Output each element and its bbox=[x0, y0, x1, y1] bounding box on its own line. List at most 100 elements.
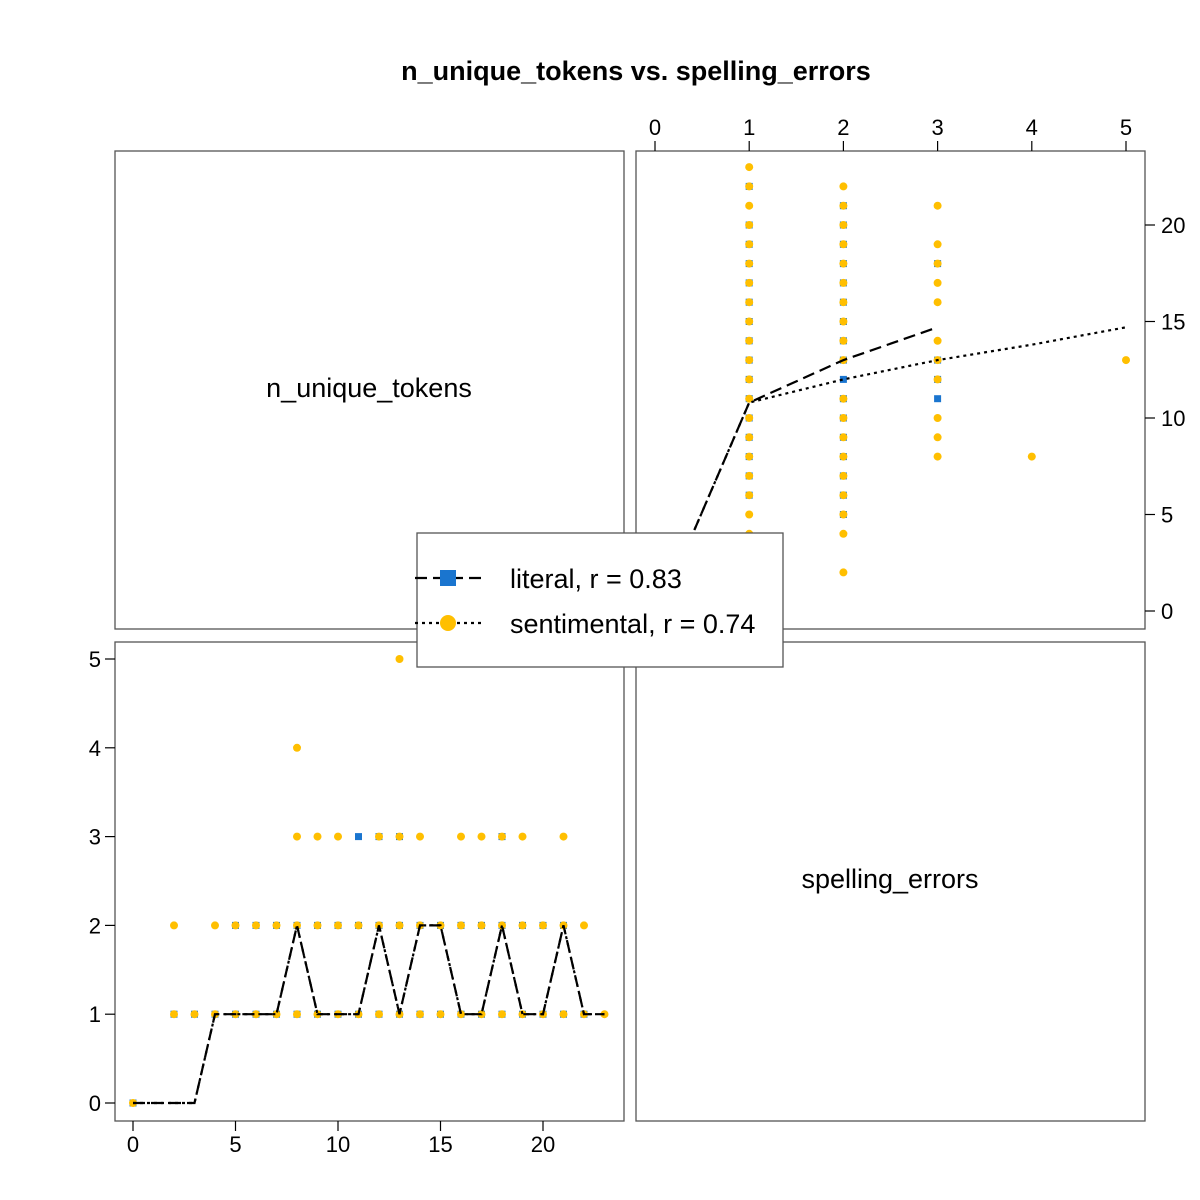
top-right-point-sentimental bbox=[933, 240, 942, 249]
bottom-left-point-sentimental bbox=[518, 921, 527, 930]
top-right-point-sentimental bbox=[839, 452, 848, 461]
top-right-point-sentimental bbox=[933, 278, 942, 287]
top-right-point-sentimental bbox=[745, 375, 754, 384]
top-right-point-sentimental bbox=[745, 356, 754, 365]
bottom-left-point-sentimental bbox=[170, 921, 178, 930]
bottom-left-point-literal bbox=[355, 833, 362, 841]
top-right-x-tick-label: 4 bbox=[1026, 115, 1038, 140]
top-right-point-sentimental bbox=[839, 414, 848, 422]
top-right-point-sentimental bbox=[839, 259, 848, 268]
bottom-left-y-tick-label: 4 bbox=[89, 736, 101, 761]
bottom-left-point-sentimental bbox=[334, 832, 342, 841]
top-right-point-sentimental bbox=[839, 568, 848, 577]
top-right-point-sentimental bbox=[839, 298, 848, 307]
top-right-point-sentimental bbox=[839, 491, 848, 500]
top-right-point-sentimental bbox=[933, 452, 942, 461]
top-right-x-tick-label: 2 bbox=[837, 115, 849, 140]
top-right-point-sentimental bbox=[933, 201, 942, 210]
bottom-left-point-sentimental bbox=[293, 1010, 301, 1019]
panel-frame-top-left bbox=[114, 150, 625, 630]
top-right-x-tick-label: 3 bbox=[931, 115, 943, 140]
bottom-left-point-sentimental bbox=[498, 921, 506, 930]
top-right-point-sentimental bbox=[745, 510, 754, 519]
top-right-point-sentimental bbox=[839, 471, 848, 480]
top-right-point-sentimental bbox=[839, 182, 848, 191]
panel-top-left: n_unique_tokens bbox=[114, 150, 625, 630]
bottom-left-point-sentimental bbox=[559, 832, 568, 841]
bottom-left-y-tick-label: 0 bbox=[89, 1091, 101, 1116]
top-right-point-sentimental bbox=[745, 201, 754, 210]
bottom-left-point-sentimental bbox=[395, 655, 404, 663]
panel-frame-top-right bbox=[635, 150, 1146, 630]
bottom-left-point-sentimental bbox=[457, 921, 465, 930]
bottom-left-point-sentimental bbox=[272, 921, 281, 930]
legend: literal, r = 0.83 sentimental, r = 0.74 bbox=[415, 532, 784, 668]
bottom-left-point-sentimental bbox=[580, 921, 588, 930]
bottom-left-point-sentimental bbox=[395, 921, 404, 930]
legend-label-literal: literal, r = 0.83 bbox=[510, 564, 682, 594]
top-right-point-sentimental bbox=[839, 510, 848, 519]
bottom-left-trend-sentimental bbox=[133, 924, 605, 1105]
top-right-point-sentimental bbox=[839, 201, 848, 210]
top-right-point-literal bbox=[839, 375, 847, 383]
bottom-left-point-sentimental bbox=[539, 921, 547, 930]
bottom-left-x-tick-label: 20 bbox=[531, 1132, 555, 1157]
bottom-left-point-sentimental bbox=[293, 832, 301, 841]
top-right-point-sentimental bbox=[745, 278, 754, 287]
panel-frame-bottom-right bbox=[635, 641, 1146, 1122]
top-right-x-tick-label: 5 bbox=[1120, 115, 1132, 140]
bottom-left-point-sentimental bbox=[498, 1010, 506, 1019]
bottom-left-point-sentimental bbox=[416, 832, 424, 841]
diagonal-label-n-unique-tokens: n_unique_tokens bbox=[266, 373, 472, 403]
top-right-x-tick-label: 0 bbox=[649, 115, 661, 140]
bottom-left-point-sentimental bbox=[498, 832, 506, 841]
bottom-left-point-sentimental bbox=[231, 921, 240, 930]
bottom-left-y-tick-label: 1 bbox=[89, 1002, 101, 1027]
panel-bottom-left: 0 5 10 15 20 0 1 2 3 4 5 bbox=[89, 641, 625, 1157]
bottom-left-point-sentimental bbox=[313, 921, 322, 930]
bottom-left-point-sentimental bbox=[375, 832, 383, 841]
bottom-left-y-tick-label: 3 bbox=[89, 825, 101, 850]
top-right-point-sentimental bbox=[1027, 452, 1036, 461]
bottom-left-point-sentimental bbox=[190, 1010, 199, 1019]
top-right-point-sentimental bbox=[839, 221, 848, 229]
top-right-y-tick-label: 20 bbox=[1161, 213, 1185, 238]
top-right-point-sentimental bbox=[1122, 356, 1130, 365]
top-right-point-sentimental bbox=[839, 240, 848, 249]
top-right-point-sentimental bbox=[745, 317, 754, 326]
bottom-left-x-tick-label: 15 bbox=[428, 1132, 452, 1157]
panel-bottom-right: spelling_errors bbox=[635, 641, 1146, 1122]
legend-label-sentimental: sentimental, r = 0.74 bbox=[510, 609, 755, 639]
top-right-point-sentimental bbox=[933, 414, 942, 422]
bottom-left-point-sentimental bbox=[477, 921, 486, 930]
bottom-left-x-tick-label: 0 bbox=[127, 1132, 139, 1157]
diagonal-label-spelling-errors: spelling_errors bbox=[801, 864, 978, 894]
bottom-left-y-tick-label: 2 bbox=[89, 913, 101, 938]
top-right-point-sentimental bbox=[745, 414, 754, 422]
top-right-point-sentimental bbox=[745, 452, 754, 461]
bottom-left-point-sentimental bbox=[334, 921, 342, 930]
top-right-point-sentimental bbox=[745, 394, 754, 403]
bottom-left-x-tick-label: 10 bbox=[326, 1132, 350, 1157]
top-right-point-sentimental bbox=[839, 394, 848, 403]
bottom-left-x-tick-label: 5 bbox=[229, 1132, 241, 1157]
top-right-point-sentimental bbox=[933, 433, 942, 442]
top-right-point-sentimental bbox=[839, 433, 848, 442]
top-right-x-tick-label: 1 bbox=[743, 115, 755, 140]
top-right-point-sentimental bbox=[839, 317, 848, 326]
bottom-left-point-sentimental bbox=[293, 921, 301, 930]
bottom-left-point-sentimental bbox=[354, 921, 363, 930]
bottom-left-point-sentimental bbox=[436, 1010, 445, 1019]
top-right-point-sentimental bbox=[745, 336, 754, 345]
bottom-left-point-sentimental bbox=[375, 1010, 383, 1019]
legend-marker-literal bbox=[440, 570, 456, 586]
bottom-left-point-sentimental bbox=[559, 1010, 568, 1019]
top-right-point-sentimental bbox=[745, 163, 754, 172]
bottom-left-point-sentimental bbox=[457, 1010, 465, 1019]
top-right-point-sentimental bbox=[839, 336, 848, 345]
top-right-point-sentimental bbox=[745, 221, 754, 229]
legend-marker-sentimental bbox=[440, 615, 456, 631]
top-right-point-sentimental bbox=[933, 298, 942, 307]
chart-title: n_unique_tokens vs. spelling_errors bbox=[401, 56, 871, 86]
top-right-point-sentimental bbox=[745, 298, 754, 307]
